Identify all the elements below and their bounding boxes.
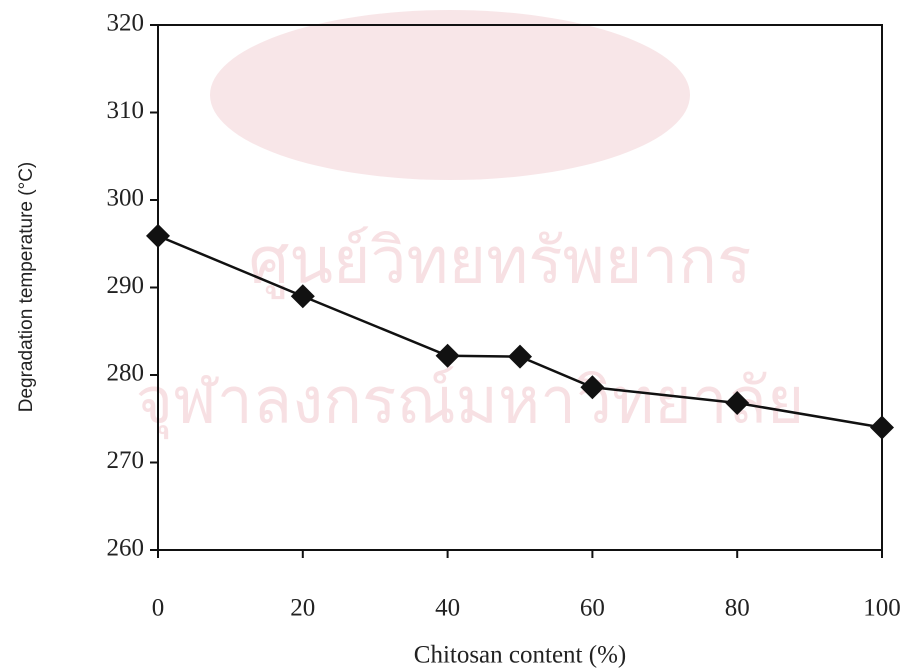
data-point	[580, 375, 605, 400]
watermark-emblem	[210, 10, 690, 180]
x-axis-label: Chitosan content (%)	[414, 642, 626, 669]
y-axis-label: Degradation temperature (°C)	[16, 162, 37, 413]
data-point	[870, 415, 894, 440]
watermark-text: ศูนย์วิทยทรัพยากร	[249, 225, 752, 300]
watermark-text: จุฬาลงกรณ์มหาวิทยาลัย	[136, 365, 805, 440]
data-point	[725, 391, 750, 415]
y-tick-label: 320	[107, 10, 145, 37]
y-tick-label: 280	[107, 360, 145, 387]
y-tick-label: 270	[107, 447, 145, 474]
y-tick-label: 300	[107, 185, 145, 212]
x-tick-label: 100	[863, 595, 901, 622]
x-tick-label: 0	[152, 595, 165, 622]
data-point	[290, 284, 315, 309]
y-tick-label: 310	[107, 97, 145, 124]
x-tick-label: 40	[435, 595, 460, 622]
data-point	[508, 344, 532, 369]
data-point	[146, 223, 170, 248]
y-tick-label: 290	[107, 272, 145, 299]
x-tick-label: 20	[290, 595, 315, 622]
y-tick-label: 260	[107, 535, 145, 562]
data-point	[435, 343, 460, 368]
x-tick-label: 60	[580, 595, 605, 622]
x-tick-label: 80	[725, 595, 750, 622]
